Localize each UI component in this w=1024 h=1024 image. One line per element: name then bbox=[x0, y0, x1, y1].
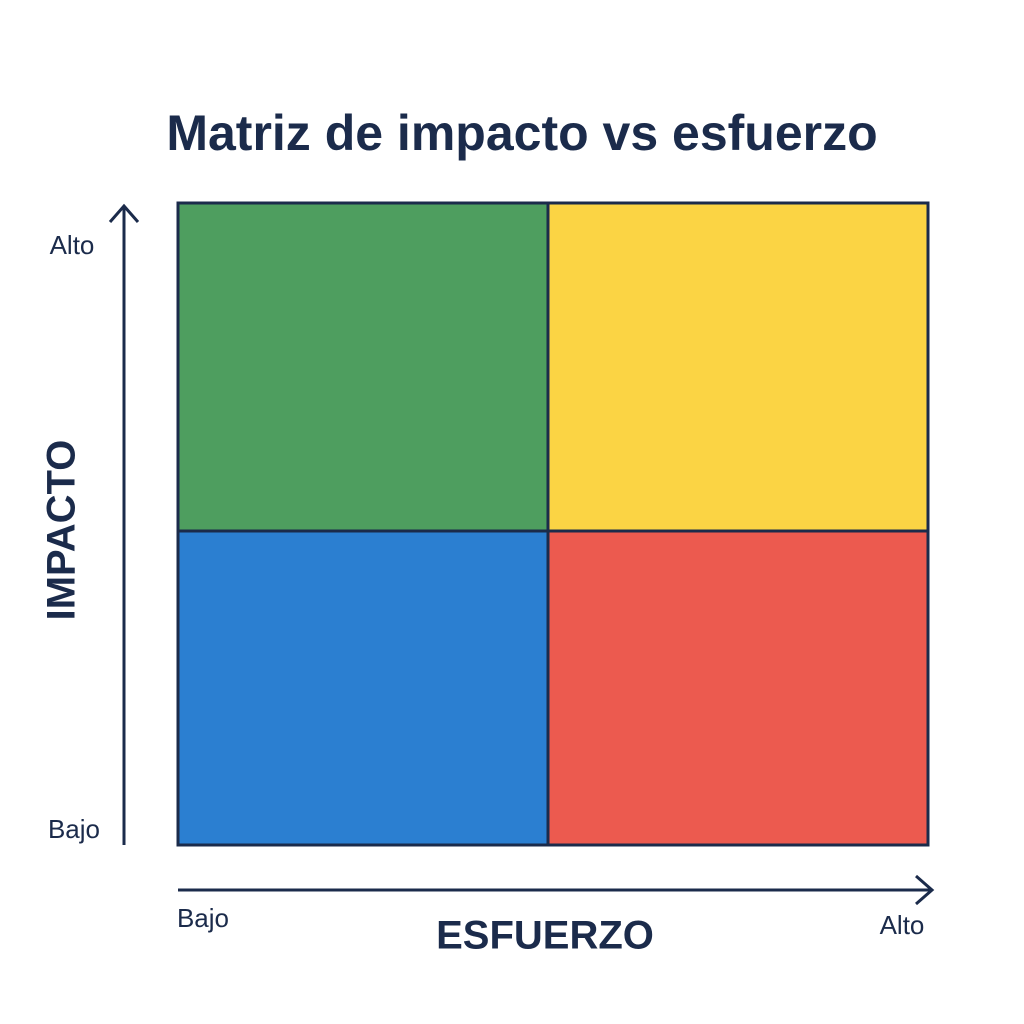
y-arrow-head bbox=[108, 203, 140, 223]
quadrant-bottom-right bbox=[548, 531, 928, 845]
x-arrow-head bbox=[915, 874, 935, 906]
quadrant-bottom-left bbox=[178, 531, 548, 845]
title: Matriz de impacto vs esfuerzo bbox=[166, 105, 877, 161]
x-high-label: Alto bbox=[880, 910, 925, 940]
y-high-label: Alto bbox=[50, 230, 95, 260]
matrix-border bbox=[176, 201, 930, 847]
y-low-label: Bajo bbox=[48, 814, 100, 844]
quadrant-top-right bbox=[548, 203, 928, 531]
x-axis-title: ESFUERZO bbox=[436, 914, 654, 958]
quadrant-top-left bbox=[178, 203, 548, 531]
y-axis-title: IMPACTO bbox=[40, 440, 84, 621]
x-low-label: Bajo bbox=[177, 903, 229, 933]
